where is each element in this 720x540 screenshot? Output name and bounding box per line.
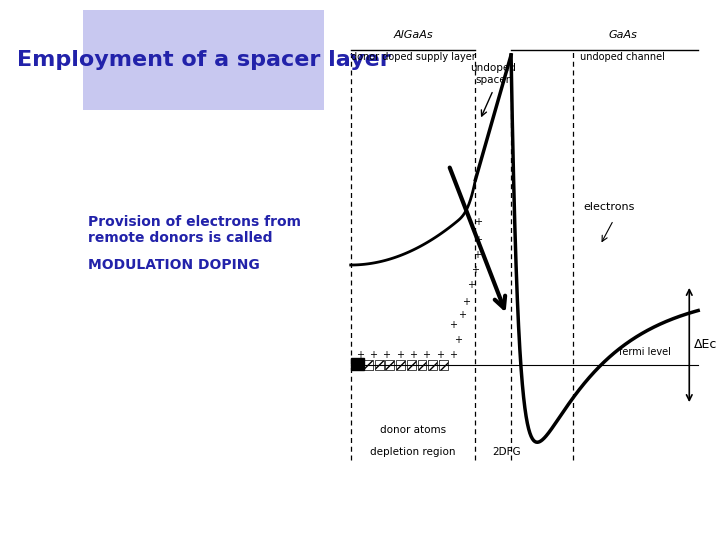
Text: +: +: [396, 350, 404, 360]
Bar: [418, 360, 426, 370]
Text: +: +: [473, 250, 481, 260]
Text: MODULATION DOPING: MODULATION DOPING: [88, 258, 260, 272]
Text: undoped channel: undoped channel: [580, 52, 665, 62]
Text: +: +: [436, 350, 444, 360]
Text: +: +: [462, 297, 471, 307]
Bar: [385, 360, 395, 370]
Text: +: +: [454, 335, 462, 345]
Text: GaAs: GaAs: [608, 30, 637, 40]
Text: donor atoms: donor atoms: [380, 425, 446, 435]
Text: AlGaAs: AlGaAs: [393, 30, 433, 40]
Bar: [439, 360, 448, 370]
Bar: [428, 360, 437, 370]
Text: +: +: [356, 350, 364, 360]
Text: +: +: [409, 350, 417, 360]
Text: depletion region: depletion region: [370, 447, 456, 457]
Text: +: +: [474, 235, 482, 245]
Text: +: +: [369, 350, 377, 360]
Text: donor doped supply layer: donor doped supply layer: [351, 52, 475, 62]
Text: fermi level: fermi level: [618, 347, 670, 357]
Bar: [364, 360, 373, 370]
Bar: [351, 358, 364, 370]
Bar: [84, 10, 324, 110]
Text: +: +: [472, 265, 480, 275]
Text: Provision of electrons from
remote donors is called: Provision of electrons from remote donor…: [88, 215, 301, 245]
Text: +: +: [382, 350, 390, 360]
Bar: [396, 360, 405, 370]
Text: ΔEᴄ: ΔEᴄ: [694, 339, 717, 352]
Text: +: +: [423, 350, 431, 360]
Bar: [374, 360, 384, 370]
Text: undoped
spacer: undoped spacer: [470, 63, 516, 85]
Text: 2DFG: 2DFG: [492, 447, 521, 457]
Bar: [407, 360, 415, 370]
Text: +: +: [458, 310, 466, 320]
Text: electrons: electrons: [583, 202, 635, 212]
Text: +: +: [449, 320, 457, 330]
Text: +: +: [474, 217, 482, 227]
Text: Employment of a spacer layer: Employment of a spacer layer: [17, 50, 390, 70]
Text: +: +: [449, 350, 457, 360]
Text: +: +: [467, 280, 475, 290]
